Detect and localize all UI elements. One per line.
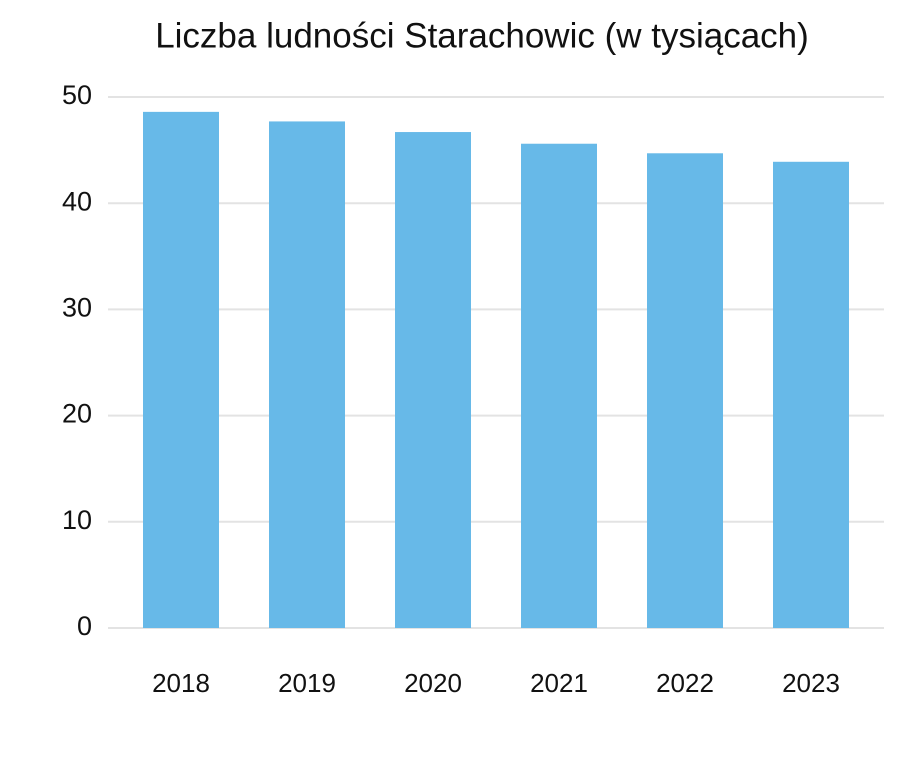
bar [269,121,345,629]
y-tick-label: 40 [62,186,92,216]
x-tick-label: 2022 [656,668,714,698]
y-tick-label: 0 [77,611,92,641]
x-tick-label: 2019 [278,668,336,698]
y-tick-label: 20 [62,399,92,429]
x-tick-label: 2020 [404,668,462,698]
bar [395,132,471,628]
bar [773,161,849,629]
y-tick-label: 30 [62,293,92,323]
bar [647,153,723,628]
x-tick-label: 2023 [782,668,840,698]
chart-title: Liczba ludności Starachowic (w tysiącach… [155,16,809,55]
y-tick-label: 10 [62,505,92,535]
bar [143,111,219,629]
bar [521,143,597,628]
x-tick-label: 2018 [152,668,210,698]
x-tick-label: 2021 [530,668,588,698]
y-tick-label: 50 [62,80,92,110]
